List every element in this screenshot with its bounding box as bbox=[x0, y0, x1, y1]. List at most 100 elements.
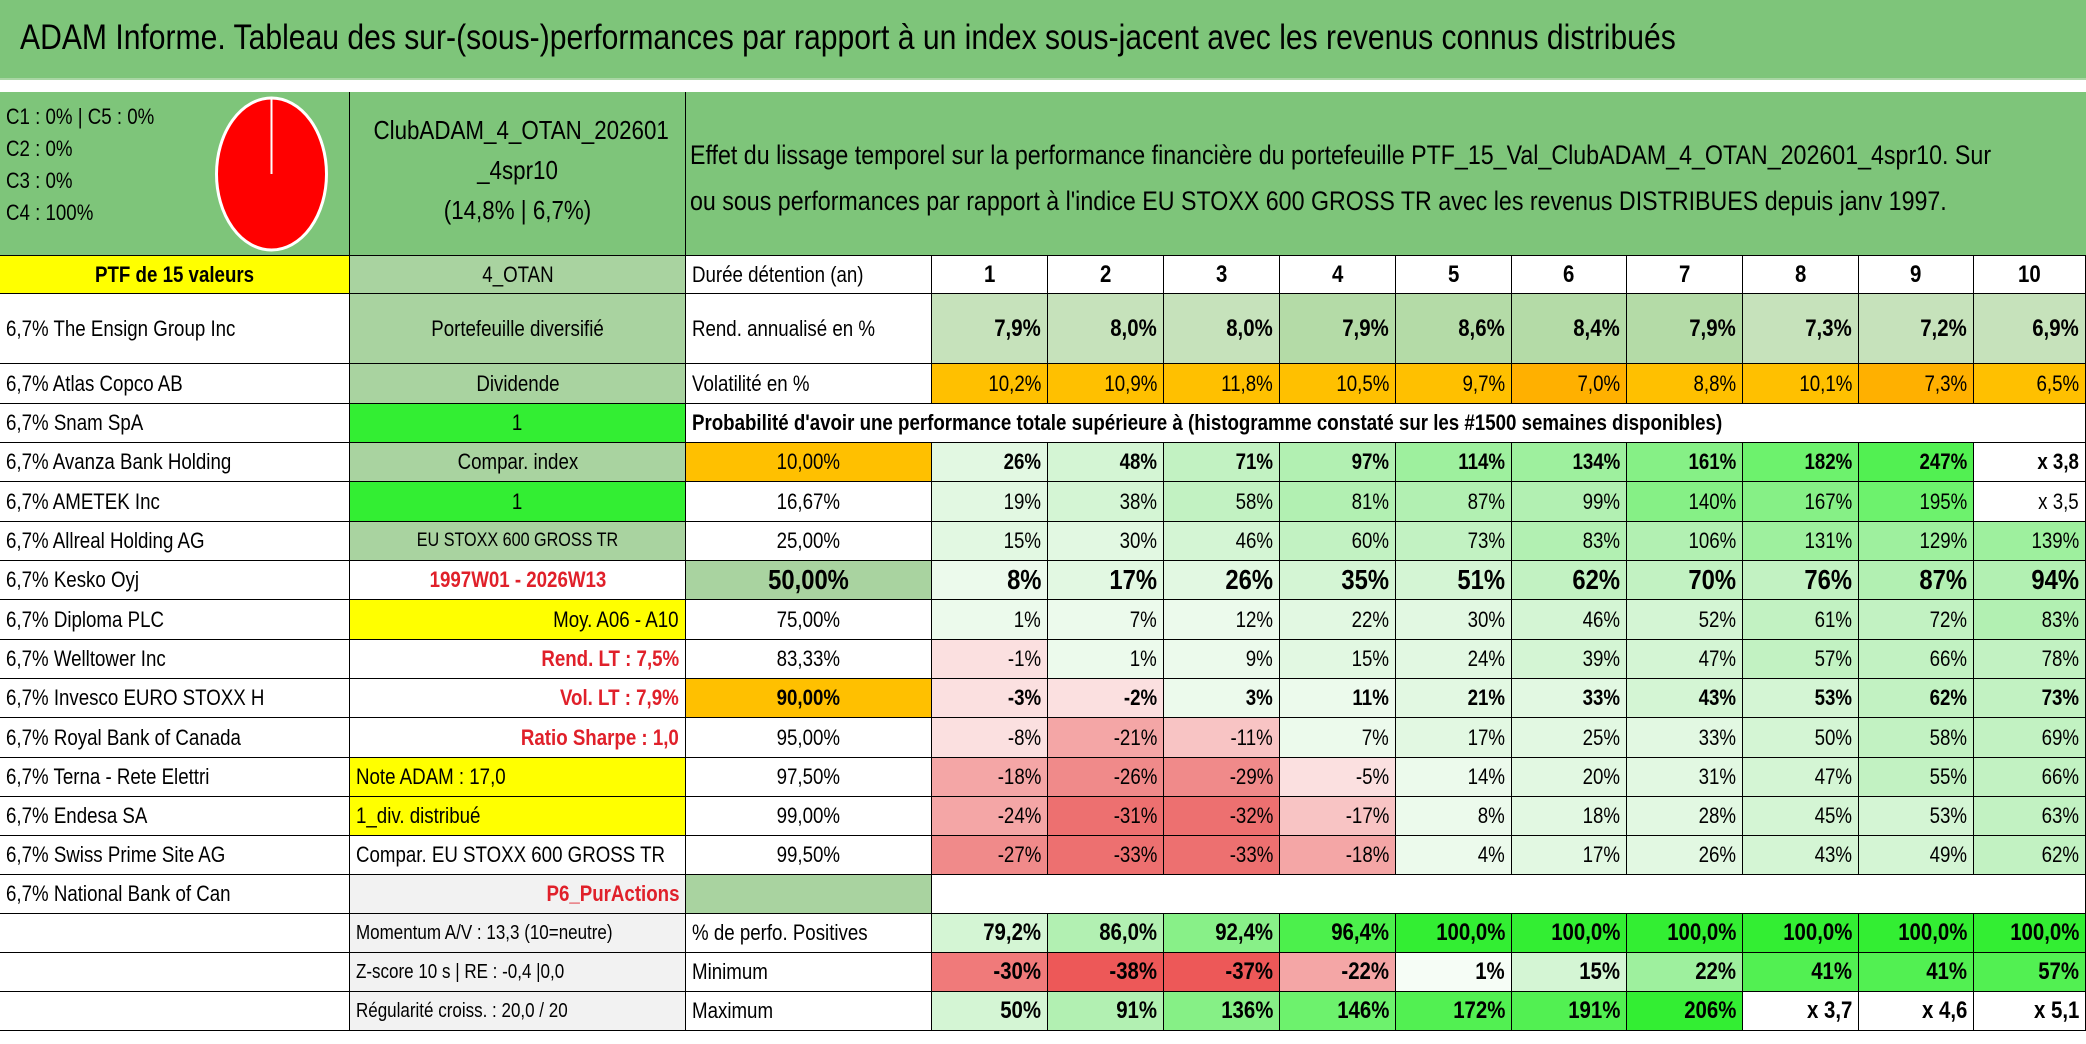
grid-cell: 57% bbox=[1743, 640, 1859, 679]
holding-row-7-text: 6,7% Kesko Oyj bbox=[6, 567, 140, 592]
grid-cell: 191% bbox=[1512, 992, 1627, 1031]
grid-cell-text: -24% bbox=[997, 803, 1041, 828]
grid-cell-text: 172% bbox=[1452, 997, 1505, 1024]
grid-cell: 7,3% bbox=[1743, 294, 1859, 364]
grid-cell-text: 91% bbox=[1116, 997, 1157, 1024]
param-ratio-sharpe-1-0: Ratio Sharpe : 1,0 bbox=[350, 718, 686, 758]
grid-cell-text: 8,0% bbox=[1226, 314, 1273, 342]
grid-cell-text: 7% bbox=[1361, 724, 1389, 750]
metric-25-00--text: 25,00% bbox=[776, 528, 841, 553]
grid-cell: 15% bbox=[932, 522, 1048, 561]
grid-cell: -5% bbox=[1280, 758, 1396, 797]
year-header-10-text: 10 bbox=[2018, 260, 2041, 288]
grid-cell: 62% bbox=[1974, 836, 2086, 875]
grid-cell-text: 53% bbox=[1929, 803, 1967, 828]
grid-cell: -8% bbox=[932, 718, 1048, 758]
year-header-7-text: 7 bbox=[1678, 260, 1691, 288]
grid-cell-text: 30% bbox=[1119, 528, 1157, 553]
param-eu-stoxx-600-gross-tr: EU STOXX 600 GROSS TR bbox=[350, 522, 686, 561]
param-p6-puractions-text: P6_PurActions bbox=[545, 881, 679, 906]
grid-cell-text: 46% bbox=[1582, 606, 1620, 632]
holding-row-4: 6,7% Avanza Bank Holding bbox=[0, 443, 350, 482]
year-header-5-text: 5 bbox=[1447, 260, 1460, 288]
grid-cell-text: 1% bbox=[1013, 606, 1041, 632]
year-header-9: 9 bbox=[1859, 256, 1974, 294]
grid-cell: 63% bbox=[1974, 797, 2086, 836]
grid-cell: -33% bbox=[1164, 836, 1280, 875]
grid-cell-text: 30% bbox=[1467, 606, 1505, 632]
grid-cell: 97% bbox=[1280, 443, 1396, 482]
grid-cell: 8,0% bbox=[1048, 294, 1164, 364]
grid-cell: x 3,5 bbox=[1974, 482, 2086, 522]
grid-cell: 247% bbox=[1859, 443, 1974, 482]
holding-row-1: 6,7% The Ensign Group Inc bbox=[0, 294, 350, 364]
grid-cell-text: 57% bbox=[1814, 646, 1852, 671]
year-header-9-text: 9 bbox=[1910, 260, 1922, 288]
grid-cell-text: 50% bbox=[1000, 997, 1041, 1024]
grid-cell-text: 11,8% bbox=[1221, 370, 1273, 396]
param-p6-puractions: P6_PurActions bbox=[350, 875, 686, 914]
grid-cell-text: 97% bbox=[1351, 449, 1389, 474]
grid-cell-text: 47% bbox=[1698, 646, 1736, 671]
grid-cell: 43% bbox=[1627, 679, 1743, 718]
grid-cell-text: -2% bbox=[1123, 685, 1157, 710]
grid-cell-text: 8,8% bbox=[1693, 370, 1736, 396]
param-1[interactable]: 1 bbox=[350, 482, 686, 522]
holding-row-16 bbox=[0, 914, 350, 953]
allocation-pie-chart bbox=[215, 96, 328, 252]
holding-row-4-text: 6,7% Avanza Bank Holding bbox=[6, 449, 232, 474]
grid-cell-text: 161% bbox=[1688, 449, 1736, 474]
grid-cell-text: 58% bbox=[1929, 724, 1967, 750]
grid-cell-text: 79,2% bbox=[983, 919, 1041, 946]
grid-cell: 100,0% bbox=[1627, 914, 1743, 953]
param-rend-lt-7-5--text: Rend. LT : 7,5% bbox=[541, 646, 679, 671]
grid-cell-text: 96,4% bbox=[1331, 919, 1389, 946]
metric-minimum-text: Minimum bbox=[692, 959, 768, 984]
grid-cell-text: 17% bbox=[1467, 724, 1505, 750]
param-vol-lt-7-9--text: Vol. LT : 7,9% bbox=[560, 685, 679, 710]
portfolio-size: PTF de 15 valeurs bbox=[0, 256, 350, 294]
grid-cell: 1% bbox=[932, 600, 1048, 640]
grid-cell: 9,7% bbox=[1396, 364, 1512, 404]
grid-cell: 7,9% bbox=[932, 294, 1048, 364]
grid-cell: 10,1% bbox=[1743, 364, 1859, 404]
param-1[interactable]: 1 bbox=[350, 404, 686, 443]
grid-cell-text: 129% bbox=[1919, 528, 1967, 553]
metric-dur-e-d-tention-an-: Durée détention (an) bbox=[686, 256, 932, 294]
grid-cell: 17% bbox=[1048, 561, 1164, 600]
grid-cell-text: 55% bbox=[1929, 764, 1967, 789]
grid-cell: 50% bbox=[1743, 718, 1859, 758]
holding-row-15-text: 6,7% National Bank of Can bbox=[6, 881, 231, 906]
grid-cell: 31% bbox=[1627, 758, 1743, 797]
holding-row-5: 6,7% AMETEK Inc bbox=[0, 482, 350, 522]
grid-cell-text: 11% bbox=[1352, 685, 1389, 710]
grid-cell-text: -38% bbox=[1109, 958, 1157, 985]
grid-cell-text: 19% bbox=[1003, 488, 1041, 514]
grid-cell-text: 22% bbox=[1695, 958, 1736, 985]
grid-cell: 19% bbox=[932, 482, 1048, 522]
grid-cell: -33% bbox=[1048, 836, 1164, 875]
grid-cell: 10,2% bbox=[932, 364, 1048, 404]
holding-row-2-text: 6,7% Atlas Copco AB bbox=[6, 370, 183, 396]
grid-cell: -21% bbox=[1048, 718, 1164, 758]
grid-cell: -37% bbox=[1164, 953, 1280, 992]
grid-cell-text: -5% bbox=[1355, 764, 1389, 789]
grid-cell-text: 1% bbox=[1129, 646, 1157, 671]
grid-cell-text: 66% bbox=[2041, 764, 2079, 789]
grid-cell-text: 47% bbox=[1814, 764, 1852, 789]
param-moy-a06-a10: Moy. A06 - A10 bbox=[350, 600, 686, 640]
grid-cell: 15% bbox=[1512, 953, 1627, 992]
param-1-div-distribu-: 1_div. distribué bbox=[350, 797, 686, 836]
grid-cell-text: -3% bbox=[1007, 685, 1041, 710]
grid-cell-text: 9,7% bbox=[1462, 370, 1505, 396]
grid-cell-text: -27% bbox=[997, 842, 1041, 867]
param-vol-lt-7-9-: Vol. LT : 7,9% bbox=[350, 679, 686, 718]
grid-cell-text: 8% bbox=[1006, 564, 1041, 595]
holding-row-12: 6,7% Terna - Rete Elettri bbox=[0, 758, 350, 797]
metric--de-perfo-positives-text: % de perfo. Positives bbox=[692, 920, 868, 945]
grid-cell: 53% bbox=[1743, 679, 1859, 718]
grid-cell-text: 43% bbox=[1698, 685, 1736, 710]
grid-cell: 78% bbox=[1974, 640, 2086, 679]
year-header-1: 1 bbox=[932, 256, 1048, 294]
grid-cell: -11% bbox=[1164, 718, 1280, 758]
